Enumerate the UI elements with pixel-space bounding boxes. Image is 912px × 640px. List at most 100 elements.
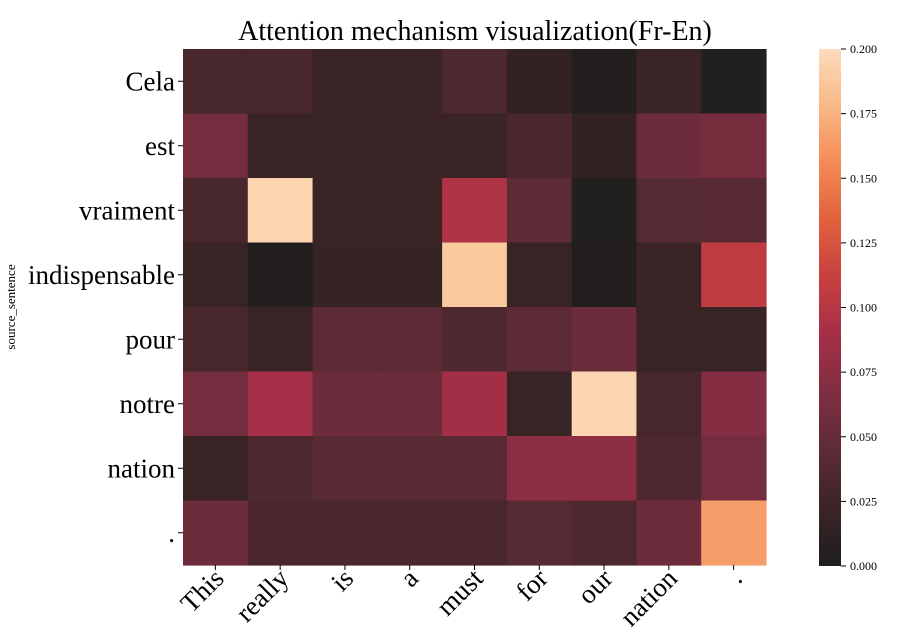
heatmap-cell — [183, 49, 249, 115]
heatmap-cell — [506, 500, 573, 566]
heatmap-cell — [636, 307, 702, 373]
heatmap-cell — [183, 500, 249, 566]
x-tick-label: . — [722, 563, 748, 589]
heatmap-cell — [183, 113, 249, 179]
colorbar-tick-label: 0.200 — [850, 42, 877, 56]
heatmap-cell — [247, 49, 314, 115]
y-tick-labels: Cela est vraiment indispensable pour notre nat… — [28, 66, 183, 548]
heatmap-cell — [312, 436, 378, 502]
heatmap-cell — [571, 500, 638, 566]
chart-title: Attention mechanism visualization(Fr-En) — [238, 16, 712, 47]
heatmap-cell — [377, 500, 443, 566]
heatmap-cell — [506, 113, 573, 179]
heatmap-cell — [506, 371, 573, 437]
heatmap-cell — [506, 307, 573, 373]
heatmap-cells — [183, 49, 767, 566]
colorbar-tick-label: 0.000 — [850, 559, 877, 573]
heatmap-cell — [442, 307, 508, 373]
heatmap-cell — [247, 371, 314, 437]
heatmap-cell — [571, 371, 638, 437]
heatmap-cell — [701, 242, 767, 308]
heatmap-cell — [377, 49, 443, 115]
heatmap-cell — [247, 500, 314, 566]
heatmap-cell — [506, 242, 573, 308]
x-tick-label: a — [394, 563, 424, 593]
heatmap-cell — [312, 307, 378, 373]
colorbar-tick-label: 0.175 — [850, 107, 877, 121]
heatmap-cell — [312, 49, 378, 115]
heatmap-cell — [183, 371, 249, 437]
x-tick-label: is — [325, 563, 359, 597]
heatmap-cell — [701, 113, 767, 179]
y-axis-label: source_sentence — [3, 264, 18, 349]
heatmap-cell — [183, 178, 249, 244]
colorbar — [819, 49, 841, 566]
heatmap-cell — [312, 242, 378, 308]
colorbar-ticks: 0.000 0.025 0.050 0.075 0.100 0.125 0.150 0.175… — [841, 42, 877, 573]
heatmap-cell — [636, 436, 702, 502]
heatmap-cell — [312, 113, 378, 179]
heatmap-cell — [506, 436, 573, 502]
heatmap-cell — [183, 242, 249, 308]
colorbar-tick-label: 0.025 — [850, 494, 877, 508]
heatmap-cell — [571, 49, 638, 115]
heatmap-cell — [247, 307, 314, 373]
heatmap-cell — [377, 436, 443, 502]
heatmap-cell — [701, 178, 767, 244]
heatmap-cell — [377, 371, 443, 437]
x-tick-label: This — [174, 563, 229, 618]
heatmap-cell — [442, 178, 508, 244]
heatmap-cell — [442, 49, 508, 115]
colorbar-tick-label: 0.050 — [850, 430, 877, 444]
x-tick-label: must — [430, 563, 489, 622]
y-tick-label: nation — [108, 453, 176, 483]
heatmap-cell — [247, 113, 314, 179]
heatmap-cell — [442, 436, 508, 502]
heatmap-cell — [442, 500, 508, 566]
heatmap-cell — [377, 113, 443, 179]
heatmap-cell — [183, 307, 249, 373]
heatmap-cell — [377, 178, 443, 244]
colorbar-tick-label: 0.075 — [850, 365, 877, 379]
heatmap-cell — [571, 113, 638, 179]
heatmap-cell — [571, 307, 638, 373]
heatmap-cell — [377, 307, 443, 373]
y-tick-label: indispensable — [28, 260, 175, 290]
heatmap-cell — [636, 178, 702, 244]
colorbar-tick-label: 0.125 — [850, 236, 877, 250]
heatmap-cell — [442, 242, 508, 308]
heatmap-cell — [636, 371, 702, 437]
heatmap-cell — [701, 371, 767, 437]
y-tick-label: Cela — [126, 66, 175, 96]
heatmap-cell — [571, 242, 638, 308]
y-tick-label: . — [168, 518, 175, 548]
heatmap-cell — [312, 500, 378, 566]
heatmap-cell — [377, 242, 443, 308]
x-tick-label: really — [230, 563, 295, 628]
heatmap-cell — [636, 113, 702, 179]
y-tick-label: notre — [120, 389, 175, 419]
x-tick-label: our — [572, 563, 619, 610]
heatmap-cell — [571, 436, 638, 502]
heatmap-cell — [247, 242, 314, 308]
heatmap-cell — [506, 178, 573, 244]
colorbar-tick-label: 0.100 — [850, 301, 877, 315]
heatmap-cell — [312, 371, 378, 437]
heatmap-cell — [247, 178, 314, 244]
heatmap-cell — [571, 178, 638, 244]
x-tick-label: for — [510, 563, 553, 606]
heatmap-cell — [701, 49, 767, 115]
heatmap-cell — [701, 436, 767, 502]
heatmap-cell — [183, 436, 249, 502]
heatmap-cell — [247, 436, 314, 502]
heatmap-cell — [636, 242, 702, 308]
y-tick-label: vraiment — [79, 195, 175, 225]
heatmap-cell — [506, 49, 573, 115]
y-tick-label: pour — [126, 324, 176, 354]
heatmap-cell — [701, 307, 767, 373]
x-tick-label: nation — [614, 563, 683, 632]
heatmap-cell — [312, 178, 378, 244]
heatmap-cell — [701, 500, 767, 566]
heatmap-cell — [442, 371, 508, 437]
